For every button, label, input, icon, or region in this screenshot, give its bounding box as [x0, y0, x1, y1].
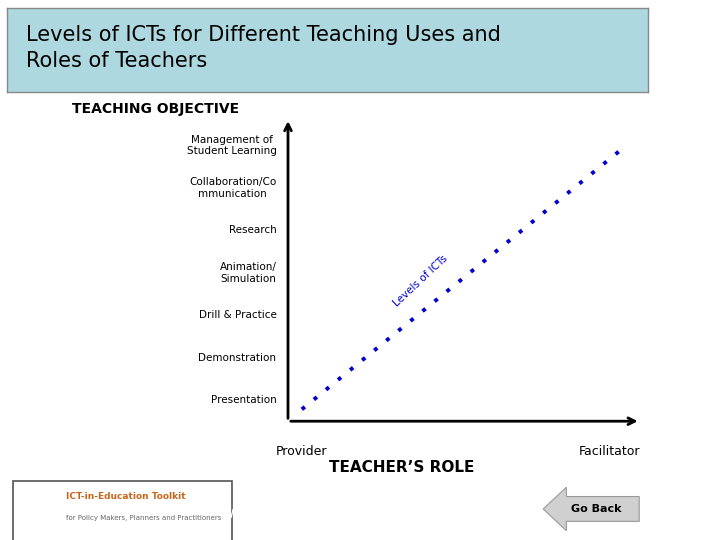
Text: Management of
Student Learning: Management of Student Learning	[186, 134, 276, 156]
Text: Facilitator: Facilitator	[579, 445, 640, 458]
Text: Levels of ICTs: Levels of ICTs	[392, 253, 450, 308]
Text: Levels of ICTs for Different Teaching Uses and
Roles of Teachers: Levels of ICTs for Different Teaching Us…	[27, 25, 501, 71]
Text: Drill & Practice: Drill & Practice	[199, 310, 276, 320]
Text: Animation/
Simulation: Animation/ Simulation	[220, 262, 276, 284]
Text: Provider: Provider	[276, 445, 328, 458]
Text: Go Back: Go Back	[571, 504, 621, 514]
Text: for Policy Makers, Planners and Practitioners: for Policy Makers, Planners and Practiti…	[66, 515, 222, 521]
Text: Demonstration: Demonstration	[199, 353, 276, 362]
Text: www.schoolofeducators.com: www.schoolofeducators.com	[222, 507, 441, 522]
Text: Collaboration/Co
mmunication: Collaboration/Co mmunication	[189, 177, 276, 199]
Text: TEACHER’S ROLE: TEACHER’S ROLE	[329, 460, 474, 475]
FancyBboxPatch shape	[13, 481, 232, 540]
Polygon shape	[543, 487, 639, 531]
Text: TEACHING OBJECTIVE: TEACHING OBJECTIVE	[72, 102, 239, 116]
Text: Research: Research	[229, 225, 276, 235]
Text: Presentation: Presentation	[211, 395, 276, 405]
Text: ICT-in-Education Toolkit: ICT-in-Education Toolkit	[66, 492, 186, 501]
